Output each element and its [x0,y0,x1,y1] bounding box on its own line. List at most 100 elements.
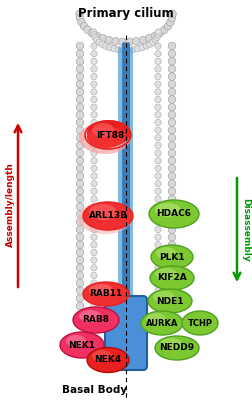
Circle shape [155,234,161,240]
Circle shape [155,142,161,149]
Ellipse shape [149,200,199,228]
Text: NEK1: NEK1 [69,340,96,350]
Circle shape [91,173,97,179]
Circle shape [155,288,161,294]
Circle shape [91,104,97,110]
Circle shape [155,249,161,256]
Circle shape [91,32,97,38]
Ellipse shape [78,202,133,234]
Circle shape [155,96,161,103]
Circle shape [91,158,97,164]
Circle shape [168,203,176,210]
Circle shape [76,103,84,111]
Circle shape [168,58,176,65]
Circle shape [168,157,176,164]
Circle shape [91,50,97,57]
Text: NEDD9: NEDD9 [160,344,195,352]
Circle shape [91,180,97,187]
Circle shape [168,279,176,287]
Circle shape [155,272,161,279]
Circle shape [76,134,84,142]
Circle shape [168,149,176,157]
Circle shape [76,65,84,73]
Circle shape [76,10,83,18]
Circle shape [90,29,97,35]
Ellipse shape [79,122,131,154]
Circle shape [155,211,161,218]
Circle shape [155,188,161,194]
Circle shape [91,89,97,95]
Circle shape [76,80,84,88]
Circle shape [164,22,172,30]
Circle shape [155,303,161,309]
Ellipse shape [160,338,182,350]
Circle shape [155,134,161,141]
Circle shape [168,218,176,226]
Circle shape [168,272,176,279]
Circle shape [161,26,168,34]
Circle shape [91,58,97,64]
Ellipse shape [92,350,112,362]
Ellipse shape [89,204,117,220]
Circle shape [119,38,126,46]
Ellipse shape [60,332,104,358]
Ellipse shape [146,313,166,325]
Ellipse shape [89,284,113,296]
Circle shape [80,22,88,30]
Ellipse shape [151,245,193,269]
Circle shape [91,81,97,88]
Circle shape [155,58,161,64]
Text: IFT88: IFT88 [96,130,124,140]
Circle shape [155,173,161,179]
Circle shape [168,233,176,241]
Circle shape [152,37,159,43]
Circle shape [155,32,161,38]
Circle shape [155,264,161,271]
Circle shape [76,241,84,249]
Circle shape [126,38,133,46]
Circle shape [91,119,97,126]
Text: RAB11: RAB11 [89,290,123,298]
Circle shape [155,73,161,80]
Circle shape [93,32,101,40]
Circle shape [168,96,176,103]
Circle shape [88,29,96,37]
Circle shape [91,264,97,271]
Circle shape [91,127,97,133]
Text: ARL13B: ARL13B [88,212,128,220]
Circle shape [168,180,176,188]
Circle shape [155,242,161,248]
Circle shape [155,196,161,202]
Circle shape [169,10,176,18]
Circle shape [91,211,97,218]
Circle shape [91,226,97,233]
Ellipse shape [79,310,101,322]
Circle shape [139,44,145,51]
Circle shape [155,50,161,57]
Circle shape [155,66,161,72]
Circle shape [168,249,176,256]
Circle shape [155,112,161,118]
Circle shape [168,195,176,203]
Circle shape [155,119,161,126]
Circle shape [76,42,84,50]
Circle shape [91,234,97,240]
Text: AURKA: AURKA [146,318,178,328]
Circle shape [156,29,164,37]
Circle shape [168,302,176,310]
Text: Primary cilium: Primary cilium [78,8,174,20]
Ellipse shape [92,123,114,137]
Circle shape [91,288,97,294]
Circle shape [76,180,84,188]
Circle shape [91,203,97,210]
Text: TCHP: TCHP [187,318,212,328]
Circle shape [76,88,84,96]
Circle shape [168,88,176,96]
Circle shape [76,195,84,203]
Circle shape [76,157,84,164]
Circle shape [155,150,161,156]
Circle shape [168,241,176,249]
Circle shape [105,36,113,44]
Circle shape [154,34,160,40]
Circle shape [168,80,176,88]
